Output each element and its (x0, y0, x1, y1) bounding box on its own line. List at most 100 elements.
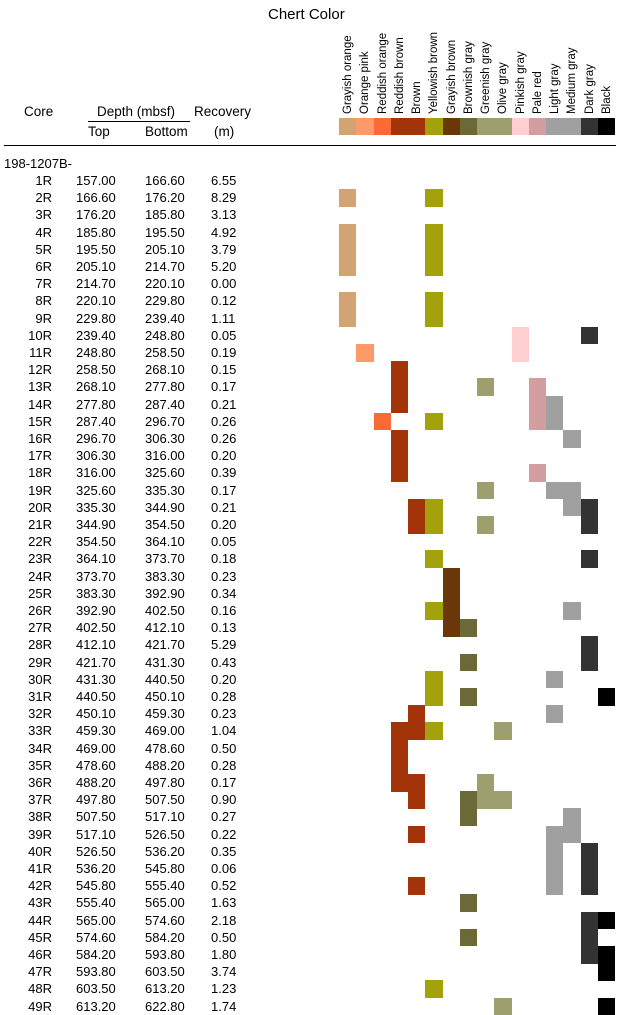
color-mark (546, 481, 564, 500)
table-cell-core: 38R (28, 809, 52, 825)
color-mark (580, 516, 598, 534)
color-mark (459, 894, 477, 913)
table-cell-recovery: 1.04 (211, 723, 237, 739)
color-mark (580, 911, 598, 930)
table-cell-top: 296.70 (76, 431, 116, 446)
table-cell-bottom: 450.10 (145, 689, 185, 704)
color-mark (546, 860, 564, 878)
table-cell-top: 157.00 (76, 173, 116, 188)
table-cell-core: 42R (28, 878, 52, 894)
table-cell-recovery: 0.17 (211, 775, 237, 790)
table-cell-core: 45R (28, 929, 52, 945)
top-header: Top (88, 124, 110, 139)
table-cell-core: 23R (28, 551, 52, 567)
table-cell-bottom: 205.10 (145, 241, 185, 257)
table-cell-recovery: 0.17 (211, 482, 237, 498)
table-cell-top: 325.60 (76, 482, 116, 498)
color-mark (425, 602, 443, 620)
table-cell-core: 17R (28, 448, 52, 464)
color-mark (425, 980, 443, 999)
table-cell-top: 469.00 (76, 740, 116, 756)
color-mark (511, 344, 529, 362)
color-mark (442, 584, 460, 603)
table-cell-recovery: 0.05 (211, 327, 237, 343)
color-swatch (408, 118, 426, 135)
table-cell-core: 7R (35, 276, 52, 292)
color-label: Reddish brown (393, 37, 406, 114)
table-cell-bottom: 497.80 (145, 775, 185, 790)
table-cell-core: 29R (28, 654, 52, 670)
color-swatch (597, 118, 615, 135)
table-cell-bottom: 383.30 (145, 568, 185, 584)
color-mark (597, 688, 615, 706)
figure-title: Chert Color (268, 6, 345, 23)
color-mark (546, 670, 564, 689)
table-cell-bottom: 166.60 (145, 173, 185, 188)
color-mark (528, 395, 546, 414)
table-cell-bottom: 593.80 (145, 947, 185, 962)
color-mark (425, 292, 443, 311)
color-mark (356, 344, 374, 362)
table-cell-core: 2R (35, 190, 52, 206)
table-cell-recovery: 8.29 (211, 190, 237, 206)
color-label: Grayish brown (445, 39, 458, 114)
table-cell-recovery: 0.15 (211, 362, 237, 378)
table-cell-core: 9R (35, 310, 52, 326)
table-cell-top: 478.60 (76, 757, 116, 773)
color-swatch (494, 118, 512, 135)
table-cell-top: 373.70 (76, 568, 116, 584)
color-mark (494, 791, 512, 809)
color-mark (390, 447, 408, 465)
color-mark (546, 825, 564, 844)
table-cell-recovery: 0.05 (211, 534, 237, 550)
table-cell-recovery: 0.39 (211, 465, 237, 481)
table-cell-top: 584.20 (76, 947, 116, 962)
color-mark (425, 240, 443, 259)
table-cell-bottom: 220.10 (145, 276, 185, 292)
table-cell-top: 555.40 (76, 895, 116, 911)
color-label: Olive gray (497, 62, 510, 114)
color-label: Greenish gray (480, 41, 492, 114)
table-cell-core: 30R (28, 671, 52, 687)
color-mark (580, 928, 598, 947)
color-label: Pinkish gray (514, 51, 527, 114)
table-cell-recovery: 0.18 (211, 551, 237, 567)
recovery-header: Recovery (194, 104, 252, 119)
color-mark (477, 378, 495, 397)
color-swatch (356, 118, 374, 135)
color-mark (597, 963, 615, 981)
table-cell-bottom: 176.20 (145, 190, 185, 206)
color-mark (442, 619, 460, 637)
table-cell-recovery: 0.22 (211, 826, 237, 842)
color-mark (339, 292, 357, 311)
table-cell-top: 545.80 (76, 878, 116, 894)
color-label: Brownish gray (462, 41, 475, 114)
table-cell-bottom: 373.70 (145, 551, 185, 567)
table-cell-recovery: 1.80 (211, 947, 237, 962)
color-mark (339, 189, 357, 207)
color-mark (390, 774, 408, 792)
color-mark (459, 791, 477, 809)
table-cell-top: 497.80 (76, 792, 116, 808)
header-rule (4, 145, 616, 146)
core-header: Core (24, 104, 54, 119)
color-swatch (373, 118, 391, 135)
table-cell-bottom: 574.60 (145, 912, 185, 928)
table-cell-recovery: 0.27 (211, 809, 237, 825)
color-mark (442, 602, 460, 620)
table-cell-core: 36R (28, 775, 52, 790)
table-cell-core: 34R (28, 740, 52, 756)
table-cell-recovery: 0.21 (211, 499, 237, 515)
color-mark (425, 412, 443, 431)
table-cell-recovery: 0.06 (211, 861, 237, 876)
bottom-header: Bottom (145, 124, 188, 139)
color-mark (528, 464, 546, 483)
color-mark (580, 636, 598, 655)
table-cell-bottom: 478.60 (145, 740, 185, 756)
table-cell-core: 31R (28, 689, 52, 704)
color-mark (390, 722, 408, 741)
color-mark (390, 395, 408, 414)
table-cell-recovery: 0.16 (211, 603, 237, 618)
color-label: Brown (411, 81, 423, 114)
color-mark (390, 430, 408, 448)
